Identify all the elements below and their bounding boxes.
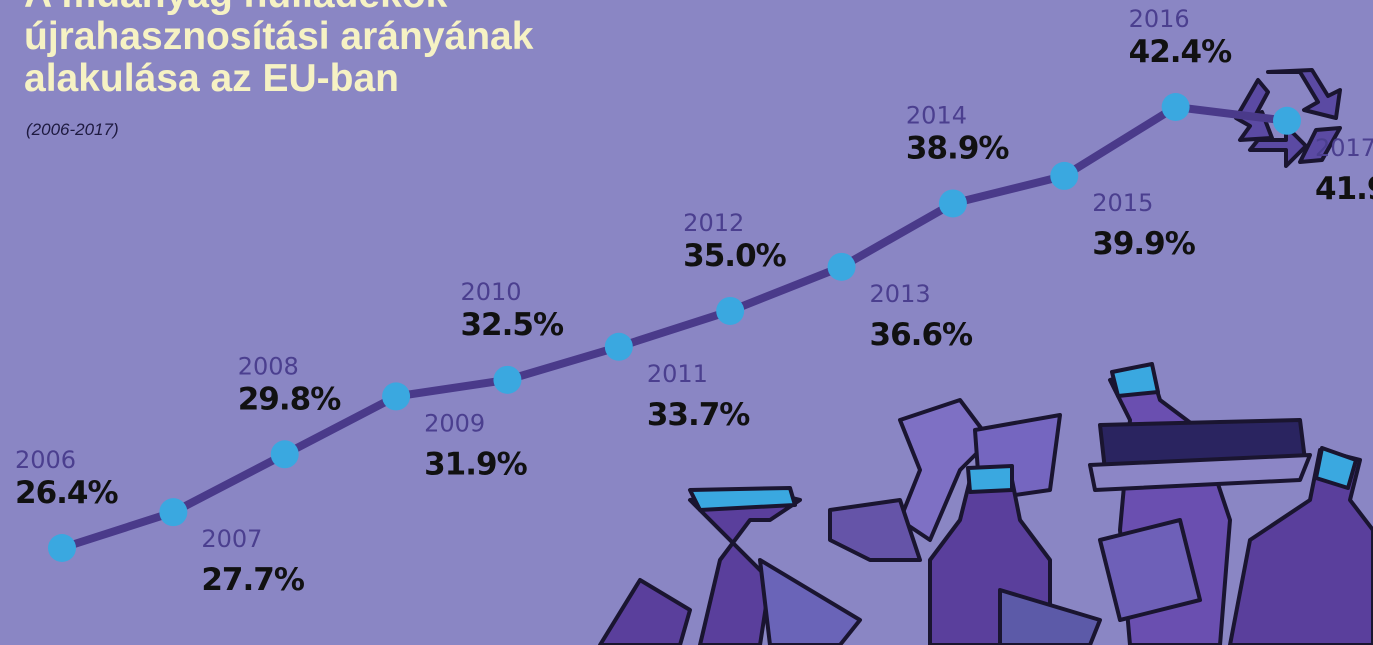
year-label: 2011 (647, 360, 708, 388)
value-label: 29.8% (238, 381, 341, 417)
year-label: 2017 (1315, 134, 1373, 162)
year-label: 2007 (201, 525, 262, 553)
value-label: 36.6% (870, 317, 973, 353)
year-label: 2009 (424, 409, 485, 437)
data-point (827, 252, 856, 281)
year-label: 2006 (15, 446, 76, 474)
year-label: 2010 (460, 278, 521, 306)
decoration (598, 68, 1373, 645)
data-point (48, 534, 76, 562)
data-point (938, 189, 967, 218)
value-label: 27.7% (201, 562, 304, 598)
data-point (1273, 106, 1301, 135)
value-label: 35.0% (683, 238, 786, 274)
value-label: 32.5% (460, 307, 563, 343)
value-label: 26.4% (15, 475, 118, 511)
year-label: 2012 (683, 209, 744, 237)
value-label: 42.4% (1129, 34, 1232, 70)
data-point (1050, 161, 1079, 190)
data-point (270, 440, 299, 469)
year-label: 2008 (238, 352, 299, 380)
data-point (716, 296, 745, 325)
data-point (159, 498, 188, 527)
value-label: 39.9% (1092, 226, 1195, 262)
data-point (382, 382, 411, 411)
value-label: 41.9% (1315, 171, 1373, 207)
value-label: 33.7% (647, 397, 750, 433)
value-label: 38.9% (906, 130, 1009, 166)
year-label: 2015 (1092, 189, 1153, 217)
data-point (604, 332, 633, 361)
data-point (493, 365, 522, 394)
year-label: 2016 (1129, 5, 1190, 33)
value-label: 31.9% (424, 446, 527, 482)
data-line (60, 102, 1288, 552)
chart-title: A műanyag hulladékok újrahasznosítási ar… (24, 0, 534, 100)
year-label: 2014 (906, 101, 967, 129)
chart-subtitle: (2006-2017) (26, 120, 119, 139)
data-point (1161, 93, 1190, 121)
year-label: 2013 (870, 280, 931, 308)
